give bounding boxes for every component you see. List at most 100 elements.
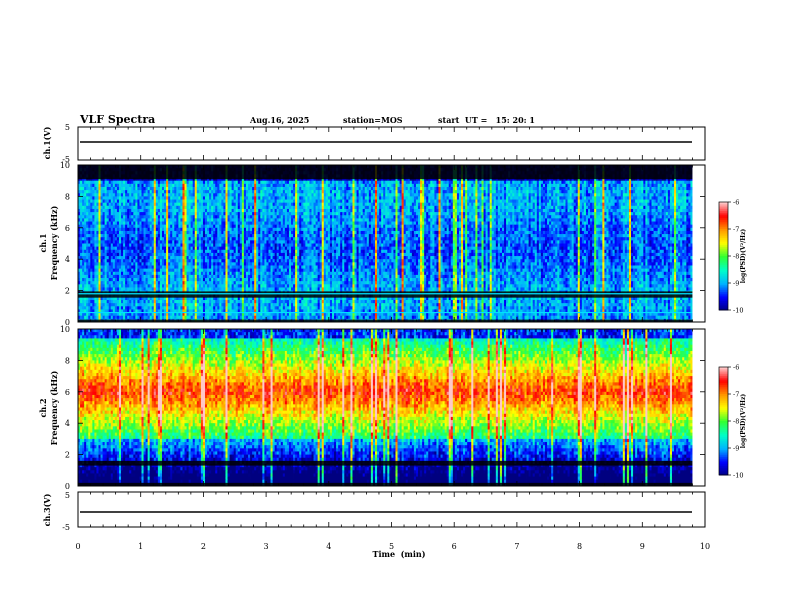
figure-title: VLF Spectra xyxy=(79,113,155,126)
colorbar-step xyxy=(719,236,728,239)
colorbar-step xyxy=(719,422,728,426)
time-ticklabel: 1 xyxy=(138,542,143,551)
ch1-spec-ylabel-frequency: Frequency (kHz) xyxy=(49,205,59,280)
colorbar-step xyxy=(719,377,728,381)
time-ticklabel: 0 xyxy=(75,542,80,551)
colorbar-step xyxy=(719,383,728,386)
frequency-ticklabel: 4 xyxy=(65,255,70,264)
colorbar-step xyxy=(719,437,728,440)
colorbar-step xyxy=(719,297,728,300)
colorbar-step xyxy=(719,283,728,286)
colorbar-step xyxy=(719,390,728,393)
colorbar-step xyxy=(719,279,728,282)
colorbar-step xyxy=(719,392,728,395)
dark-band xyxy=(78,291,693,298)
colorbar-step xyxy=(719,218,728,221)
colorbar-step xyxy=(719,202,728,205)
colorbar-step xyxy=(719,211,728,214)
colorbar-step xyxy=(719,275,728,279)
colorbar-step xyxy=(719,403,728,406)
time-ticklabel: 6 xyxy=(452,542,457,551)
colorbar-step xyxy=(719,406,728,409)
colorbar-step xyxy=(719,214,728,217)
start-ut-label: start UT = 15: 20: 1 xyxy=(438,115,535,125)
colorbar-step xyxy=(719,397,728,400)
colorbar-ticklabel: -10 xyxy=(733,307,743,315)
ch1-spec-ylabel-channel: ch.1 xyxy=(38,233,48,252)
colorbar-step xyxy=(719,417,728,420)
colorbar-step xyxy=(719,259,728,262)
colorbar-step xyxy=(719,433,728,436)
ch2-spec-ylabel-frequency: Frequency (kHz) xyxy=(49,370,59,445)
colorbar-step xyxy=(719,245,728,248)
colorbar-ticklabel: -6 xyxy=(733,364,739,372)
colorbar-step xyxy=(719,209,728,212)
colorbar-step xyxy=(719,304,728,307)
frequency-ticklabel: 2 xyxy=(65,287,70,296)
colorbar-step xyxy=(719,256,728,259)
colorbar-step xyxy=(719,225,728,228)
time-axis-label: Time (min) xyxy=(372,549,425,559)
colorbar-step xyxy=(719,467,728,471)
colorbar-step xyxy=(719,395,728,399)
colorbar-step xyxy=(719,379,728,382)
colorbar-step xyxy=(719,444,728,447)
colorbar-step xyxy=(719,274,728,277)
ch2-spec-ylabel-channel: ch.2 xyxy=(38,398,48,417)
ch1-spectrogram-panel: 0 2 4 6 8 10 ch.1 Frequency (kHz) -6 -7 -8 -9 -10… xyxy=(38,161,747,327)
colorbar-step xyxy=(719,367,728,370)
ch3-wave-ylabel: ch.3(V) xyxy=(42,493,52,526)
frequency-ticklabel: 8 xyxy=(65,356,70,365)
colorbar-step xyxy=(719,234,728,237)
colorbar-step xyxy=(719,401,728,404)
colorbar-step xyxy=(719,250,728,253)
station-label: station=MOS xyxy=(343,115,403,125)
colorbar-step xyxy=(719,221,728,225)
colorbar-step xyxy=(719,230,728,234)
colorbar-step xyxy=(719,254,728,257)
colorbar-step xyxy=(719,207,728,210)
time-ticklabel: 7 xyxy=(514,542,519,551)
ch3-waveform-frame xyxy=(77,491,706,528)
colorbar-step xyxy=(719,415,728,418)
colorbar-step xyxy=(719,469,728,472)
colorbar-step xyxy=(719,451,728,454)
colorbar-step xyxy=(719,220,728,223)
colorbar-ticklabel: -8 xyxy=(733,418,739,426)
ch1-spectrogram-image xyxy=(78,165,705,323)
colorbar-step xyxy=(719,457,728,460)
colorbar-step xyxy=(719,284,728,288)
colorbar-step xyxy=(719,431,728,435)
colorbar-step xyxy=(719,232,728,235)
colorbar-step xyxy=(719,440,728,444)
colorbar-step xyxy=(719,290,728,293)
colorbar-step xyxy=(719,229,728,232)
dark-band xyxy=(78,460,693,466)
frequency-ticklabel: 0 xyxy=(65,482,70,491)
colorbar-step xyxy=(719,299,728,302)
ch2-spectrogram-image xyxy=(78,329,705,487)
colorbar-step xyxy=(719,424,728,427)
colorbar-ticklabel: -9 xyxy=(733,445,739,453)
colorbar-step xyxy=(719,419,728,422)
colorbar-step xyxy=(719,442,728,445)
colorbar-ticklabel: -9 xyxy=(733,280,739,288)
colorbar-step xyxy=(719,288,728,291)
colorbar-step xyxy=(719,248,728,252)
frequency-ticklabel: 10 xyxy=(60,325,70,334)
date-label: Aug.16, 2025 xyxy=(249,115,309,125)
colorbar-step xyxy=(719,277,728,280)
colorbar-step xyxy=(719,203,728,207)
dark-band xyxy=(78,165,693,180)
colorbar-step xyxy=(719,428,728,431)
colorbar-step xyxy=(719,421,728,424)
colorbar-step xyxy=(719,261,728,264)
colorbar-step xyxy=(719,223,728,226)
colorbar-step xyxy=(719,410,728,413)
colorbar-step xyxy=(719,413,728,417)
time-ticklabel: 8 xyxy=(577,542,582,551)
colorbar-step xyxy=(719,252,728,255)
colorbar-label: log(PSD)(V²/Hz) xyxy=(740,229,747,284)
colorbar-step xyxy=(719,272,728,275)
